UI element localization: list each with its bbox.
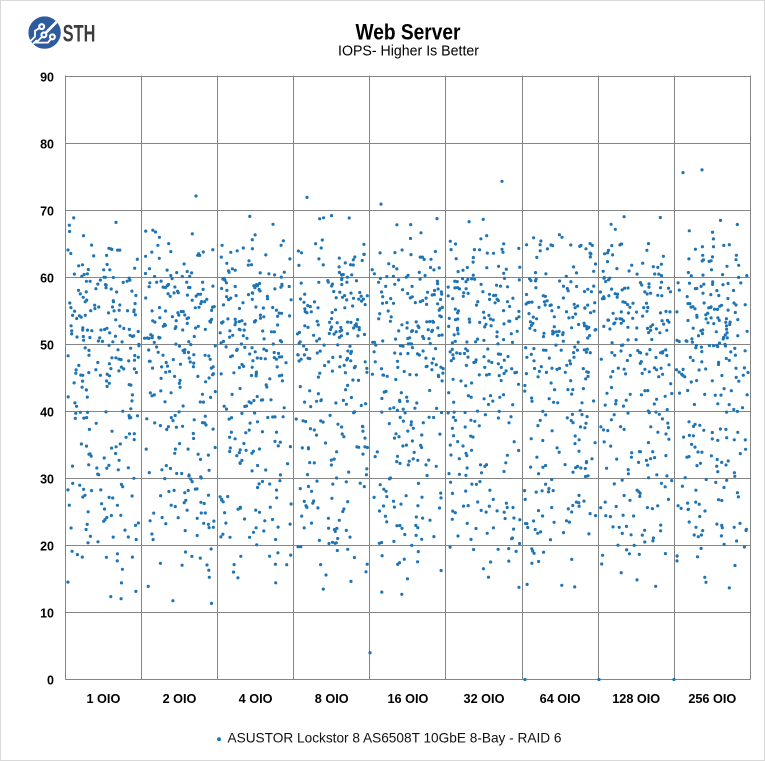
svg-text:80: 80 [40,137,54,151]
svg-text:8 OIO: 8 OIO [315,692,349,706]
svg-text:40: 40 [40,405,54,419]
svg-text:ASUSTOR Lockstor 8 AS6508T 10G: ASUSTOR Lockstor 8 AS6508T 10GbE 8-Bay -… [228,730,562,746]
svg-text:20: 20 [40,539,54,553]
svg-text:16 OIO: 16 OIO [387,692,428,706]
svg-text:128 OIO: 128 OIO [612,692,660,706]
svg-text:32 OIO: 32 OIO [464,692,505,706]
svg-text:Web Server: Web Server [356,20,461,45]
svg-text:30: 30 [40,472,54,486]
svg-text:90: 90 [40,70,54,84]
svg-text:50: 50 [40,338,54,352]
svg-text:0: 0 [47,673,54,687]
svg-text:256 OIO: 256 OIO [688,692,736,706]
svg-text:1 OIO: 1 OIO [86,692,120,706]
svg-text:STH: STH [63,21,96,48]
svg-text:2 OIO: 2 OIO [163,692,197,706]
svg-text:60: 60 [40,271,54,285]
svg-text:10: 10 [40,606,54,620]
svg-text:70: 70 [40,204,54,218]
svg-text:4 OIO: 4 OIO [239,692,273,706]
svg-text:IOPS- Higher Is Better: IOPS- Higher Is Better [338,44,479,60]
svg-text:64 OIO: 64 OIO [540,692,581,706]
